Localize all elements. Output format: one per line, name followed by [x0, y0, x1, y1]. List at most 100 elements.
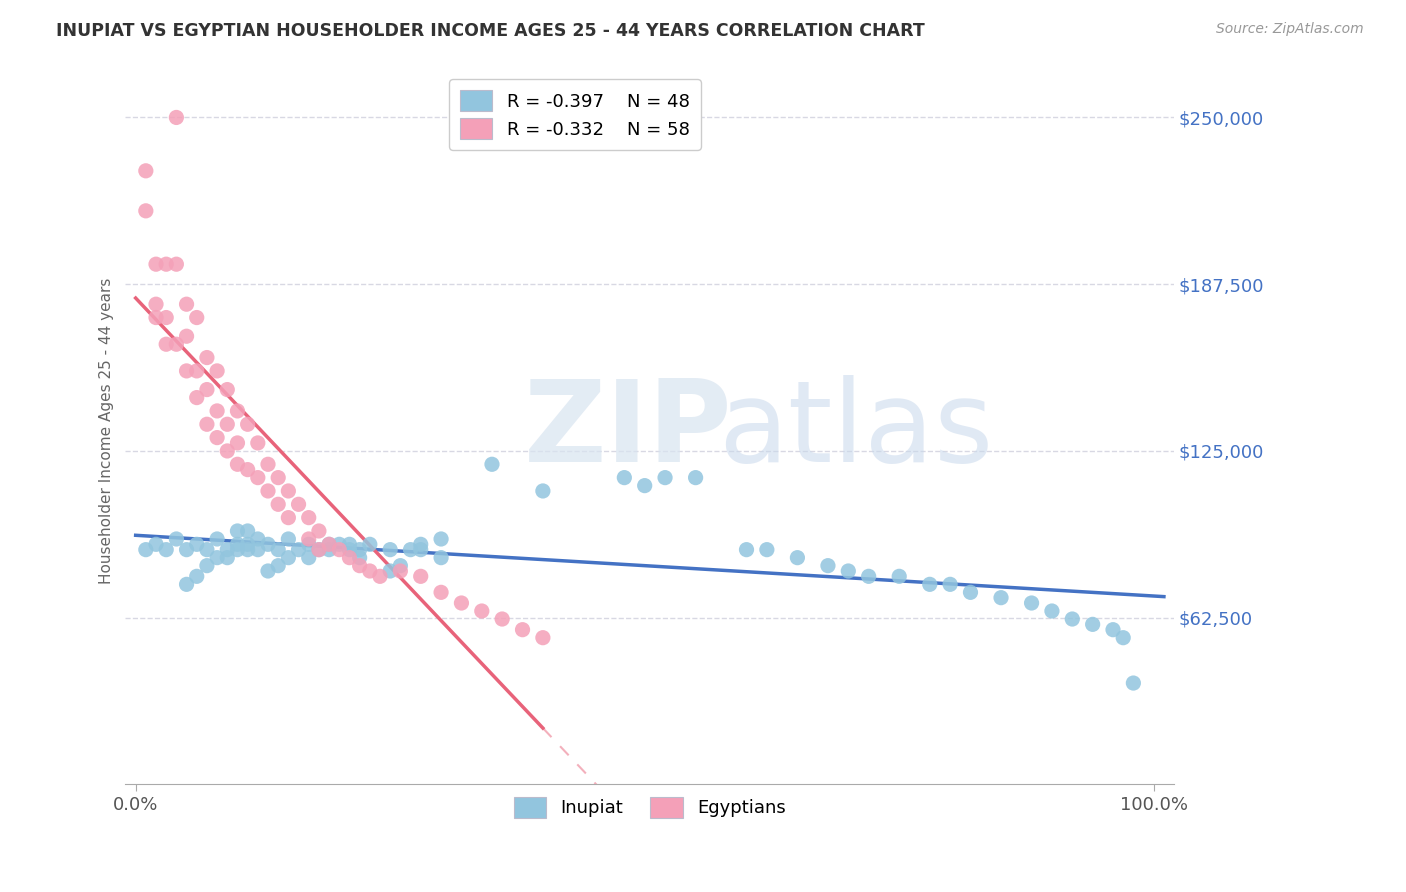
Point: [226, 404, 249, 418]
Point: [889, 569, 911, 583]
Point: [1040, 604, 1063, 618]
Y-axis label: Householder Income Ages 25 - 44 years: Householder Income Ages 25 - 44 years: [100, 277, 114, 584]
Point: [145, 537, 167, 551]
Point: [165, 111, 187, 125]
Point: [1062, 612, 1084, 626]
Point: [267, 542, 290, 557]
Point: [217, 444, 239, 458]
Point: [1081, 617, 1104, 632]
Text: ZIP: ZIP: [524, 376, 733, 486]
Point: [308, 542, 330, 557]
Point: [135, 163, 157, 178]
Point: [217, 417, 239, 432]
Point: [1112, 631, 1135, 645]
Point: [267, 558, 290, 573]
Point: [613, 470, 636, 484]
Point: [135, 203, 157, 218]
Point: [755, 542, 778, 557]
Point: [349, 542, 371, 557]
Point: [389, 564, 412, 578]
Point: [257, 537, 280, 551]
Point: [236, 462, 259, 476]
Point: [380, 564, 402, 578]
Point: [205, 550, 228, 565]
Text: Source: ZipAtlas.com: Source: ZipAtlas.com: [1216, 22, 1364, 37]
Point: [155, 542, 177, 557]
Point: [176, 297, 198, 311]
Point: [176, 364, 198, 378]
Point: [226, 524, 249, 538]
Point: [226, 537, 249, 551]
Point: [491, 612, 513, 626]
Point: [257, 457, 280, 471]
Point: [165, 337, 187, 351]
Point: [512, 623, 534, 637]
Point: [318, 542, 340, 557]
Point: [990, 591, 1012, 605]
Legend: Inupiat, Egyptians: Inupiat, Egyptians: [506, 789, 793, 825]
Point: [246, 470, 269, 484]
Point: [176, 329, 198, 343]
Point: [236, 542, 259, 557]
Point: [186, 364, 208, 378]
Point: [186, 310, 208, 325]
Point: [430, 585, 453, 599]
Point: [817, 558, 839, 573]
Point: [918, 577, 941, 591]
Point: [277, 532, 299, 546]
Point: [165, 532, 187, 546]
Point: [246, 542, 269, 557]
Point: [155, 257, 177, 271]
Point: [226, 457, 249, 471]
Point: [236, 524, 259, 538]
Text: INUPIAT VS EGYPTIAN HOUSEHOLDER INCOME AGES 25 - 44 YEARS CORRELATION CHART: INUPIAT VS EGYPTIAN HOUSEHOLDER INCOME A…: [56, 22, 925, 40]
Point: [195, 542, 218, 557]
Point: [318, 537, 340, 551]
Point: [165, 257, 187, 271]
Point: [380, 542, 402, 557]
Point: [135, 542, 157, 557]
Point: [1122, 676, 1144, 690]
Point: [145, 297, 167, 311]
Point: [531, 483, 554, 498]
Point: [298, 537, 321, 551]
Point: [246, 532, 269, 546]
Point: [155, 337, 177, 351]
Point: [277, 483, 299, 498]
Point: [359, 537, 381, 551]
Point: [176, 577, 198, 591]
Point: [298, 510, 321, 524]
Point: [186, 391, 208, 405]
Point: [267, 497, 290, 511]
Point: [205, 404, 228, 418]
Point: [217, 542, 239, 557]
Point: [634, 478, 657, 492]
Point: [339, 550, 361, 565]
Point: [339, 542, 361, 557]
Point: [1021, 596, 1043, 610]
Point: [217, 550, 239, 565]
Point: [186, 569, 208, 583]
Point: [145, 310, 167, 325]
Point: [328, 537, 350, 551]
Point: [176, 542, 198, 557]
Point: [205, 364, 228, 378]
Point: [217, 383, 239, 397]
Point: [328, 542, 350, 557]
Point: [409, 542, 432, 557]
Point: [430, 550, 453, 565]
Point: [195, 558, 218, 573]
Point: [226, 542, 249, 557]
Point: [267, 470, 290, 484]
Point: [246, 436, 269, 450]
Point: [368, 569, 391, 583]
Point: [349, 550, 371, 565]
Point: [155, 310, 177, 325]
Point: [257, 564, 280, 578]
Point: [735, 542, 758, 557]
Point: [858, 569, 880, 583]
Point: [359, 564, 381, 578]
Point: [389, 558, 412, 573]
Point: [145, 257, 167, 271]
Point: [277, 510, 299, 524]
